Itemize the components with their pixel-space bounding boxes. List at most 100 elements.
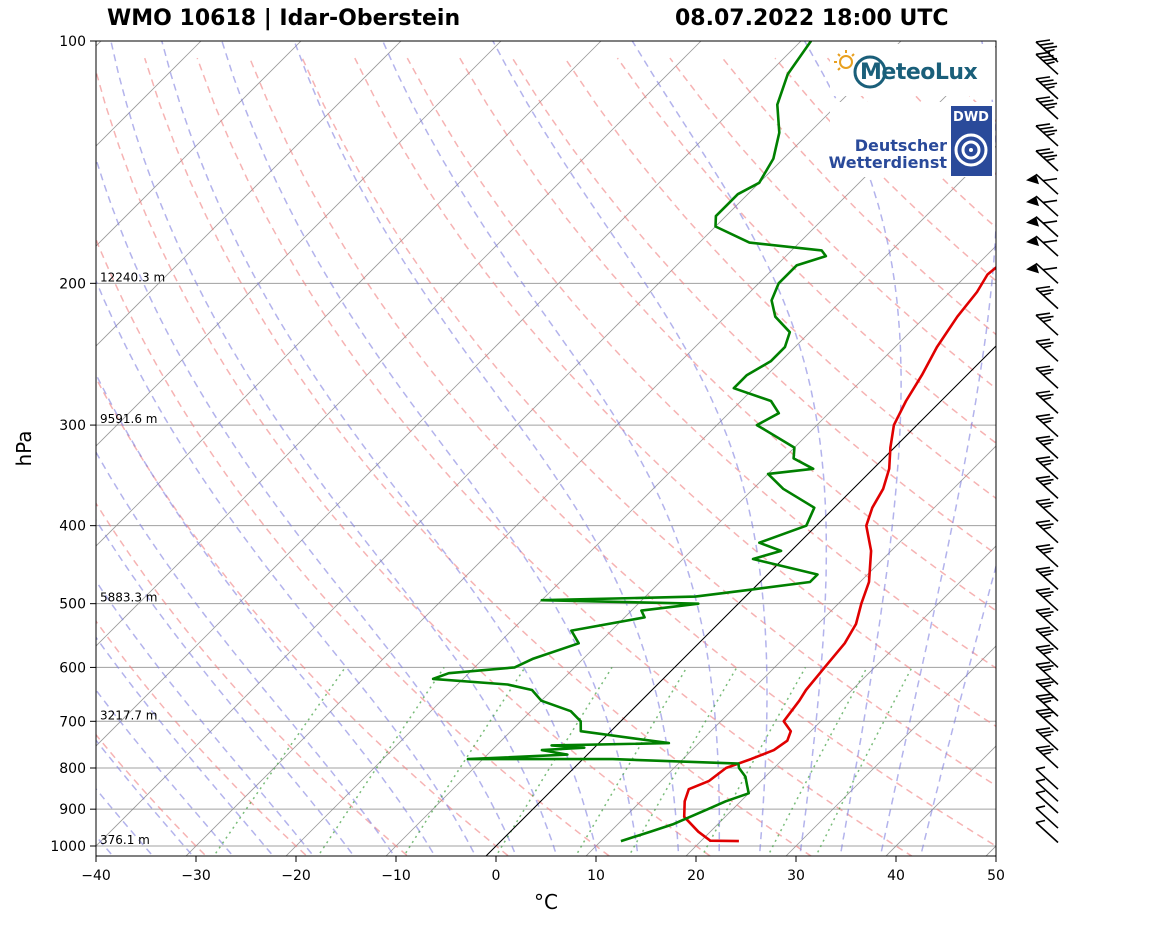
wind-barb [1035, 587, 1059, 612]
barb-staff [1035, 216, 1059, 238]
wind-barb [1035, 123, 1059, 147]
barb-flag [1035, 544, 1051, 548]
barb-flag [1042, 733, 1052, 738]
barb-flag [1039, 459, 1054, 463]
barb-flag [1042, 371, 1052, 376]
wind-barb [1035, 456, 1059, 480]
barb-staff [1035, 663, 1059, 686]
barb-flag [1039, 315, 1054, 320]
wind-barb [1035, 51, 1059, 75]
barb-flag [1035, 435, 1051, 440]
y-axis-label: hPa [12, 430, 36, 466]
barb-flag [1046, 61, 1055, 65]
height-annotation: 376.1 m [100, 833, 150, 847]
barb-flag [1039, 748, 1054, 752]
barb-flag [1039, 393, 1054, 398]
plot-frame [95, 40, 997, 857]
isotherm-line [785, 645, 996, 856]
wind-barb [1035, 626, 1059, 651]
dry-adiabat-line [511, 57, 996, 556]
wind-barb [1035, 39, 1059, 63]
wind-barb [1035, 96, 1059, 120]
y-tick-label: 300 [59, 418, 86, 434]
barb-staff [1035, 415, 1059, 438]
dwd-spiral-icon [954, 133, 988, 167]
x-tick-label: −20 [281, 868, 311, 884]
barb-flag [1035, 390, 1051, 395]
barb-flag [1039, 416, 1054, 421]
barb-flag [1042, 102, 1058, 107]
barb-flag [1035, 96, 1051, 100]
barb-flag [1035, 644, 1051, 649]
dwd-line1: Deutscher [855, 136, 947, 155]
barb-flag [1035, 677, 1051, 682]
barb-flag [1035, 148, 1051, 152]
wind-barb [1035, 661, 1059, 686]
wind-barb [1035, 677, 1059, 702]
barb-pennant [1026, 216, 1039, 227]
dry-adiabat-line [984, 57, 996, 70]
dry-adiabat-line [96, 237, 611, 856]
barb-flag [1035, 626, 1051, 631]
moist-adiabat-line [631, 41, 828, 856]
barb-flag [1042, 714, 1052, 719]
barb-flag [1042, 318, 1052, 323]
barb-staff [1035, 477, 1059, 499]
dry-adiabat-line [406, 57, 996, 669]
barb-flag [1042, 82, 1058, 87]
barb-flag [1039, 610, 1054, 615]
wind-barb [1035, 76, 1059, 100]
barb-flag [1039, 523, 1054, 527]
barb-flag [1035, 76, 1051, 80]
barb-flag [1039, 711, 1054, 716]
barb-staff [1035, 590, 1059, 612]
y-tick-label: 600 [59, 660, 86, 676]
barb-flag [1042, 526, 1052, 530]
barb-flag [1039, 696, 1054, 701]
axes: −40 −30 −20 −10 0 10 20 30 40 50 100 200 300 400 500 60… [12, 34, 1005, 914]
profile-lines [431, 41, 996, 843]
barb-staff [1035, 500, 1059, 522]
wind-barb [1035, 475, 1059, 499]
barb-flag [1042, 462, 1052, 467]
y-tick-label: 1000 [50, 839, 86, 855]
barb-staff [1035, 458, 1059, 480]
wind-barbs [1026, 39, 1059, 844]
x-tick-label: 20 [687, 868, 705, 884]
wind-barb [1035, 544, 1059, 568]
barb-staff [1035, 522, 1059, 544]
isotherm-line [96, 41, 602, 547]
barb-flag [1042, 154, 1058, 159]
moist-adiabat-line [96, 787, 154, 856]
barb-pennant [1026, 263, 1039, 274]
barb-flag [1042, 633, 1052, 637]
wind-barb [1035, 338, 1059, 362]
wind-barb [1035, 365, 1059, 389]
wind-barb [1035, 693, 1059, 717]
height-annotation: 9591.6 m [100, 412, 158, 426]
barb-flag [1042, 220, 1058, 224]
barb-flag [1039, 99, 1054, 104]
moist-adiabat-line [492, 41, 768, 856]
barb-flag [1046, 157, 1055, 162]
barb-flag [1042, 266, 1058, 271]
barb-flag [1039, 591, 1054, 595]
moist-adiabat-line [96, 739, 194, 856]
mixing-ratio-line [815, 667, 913, 856]
barb-flag [1046, 85, 1055, 90]
barb-flag [1042, 344, 1052, 349]
temperature-profile-line [682, 265, 996, 843]
dry-adiabat-line [143, 57, 813, 856]
wind-barb [1026, 195, 1059, 217]
wind-barb [1035, 805, 1059, 829]
barb-flag [1042, 129, 1058, 134]
barb-flag [1035, 693, 1051, 698]
station-title: WMO 10618 | Idar-Oberstein [107, 6, 461, 31]
moist-adiabat-line [96, 579, 315, 856]
meteolux-ring-icon [853, 55, 887, 89]
dry-adiabat-line [774, 57, 996, 282]
barb-pennant [1026, 236, 1039, 247]
x-tick-label: −10 [381, 868, 411, 884]
